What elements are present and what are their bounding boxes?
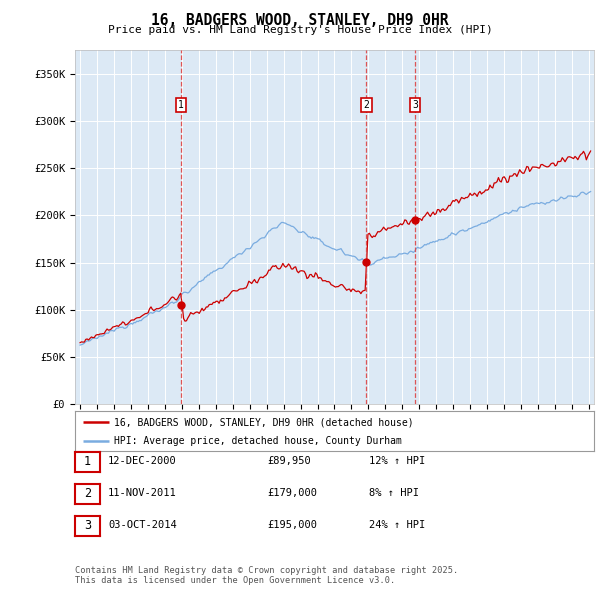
Text: Contains HM Land Registry data © Crown copyright and database right 2025.
This d: Contains HM Land Registry data © Crown c… xyxy=(75,566,458,585)
Text: 1: 1 xyxy=(84,455,91,468)
Text: £89,950: £89,950 xyxy=(267,457,311,466)
Text: £179,000: £179,000 xyxy=(267,489,317,498)
Text: Price paid vs. HM Land Registry's House Price Index (HPI): Price paid vs. HM Land Registry's House … xyxy=(107,25,493,35)
Text: 16, BADGERS WOOD, STANLEY, DH9 0HR: 16, BADGERS WOOD, STANLEY, DH9 0HR xyxy=(151,13,449,28)
Text: 12-DEC-2000: 12-DEC-2000 xyxy=(108,457,177,466)
Text: 11-NOV-2011: 11-NOV-2011 xyxy=(108,489,177,498)
Text: 24% ↑ HPI: 24% ↑ HPI xyxy=(369,520,425,530)
Text: 2: 2 xyxy=(84,487,91,500)
Text: 03-OCT-2014: 03-OCT-2014 xyxy=(108,520,177,530)
Text: 2: 2 xyxy=(363,100,369,110)
Text: 16, BADGERS WOOD, STANLEY, DH9 0HR (detached house): 16, BADGERS WOOD, STANLEY, DH9 0HR (deta… xyxy=(114,417,413,427)
Text: HPI: Average price, detached house, County Durham: HPI: Average price, detached house, Coun… xyxy=(114,435,402,445)
Text: 3: 3 xyxy=(412,100,418,110)
Text: 3: 3 xyxy=(84,519,91,532)
Text: 12% ↑ HPI: 12% ↑ HPI xyxy=(369,457,425,466)
Text: 8% ↑ HPI: 8% ↑ HPI xyxy=(369,489,419,498)
Text: 1: 1 xyxy=(178,100,184,110)
Text: £195,000: £195,000 xyxy=(267,520,317,530)
